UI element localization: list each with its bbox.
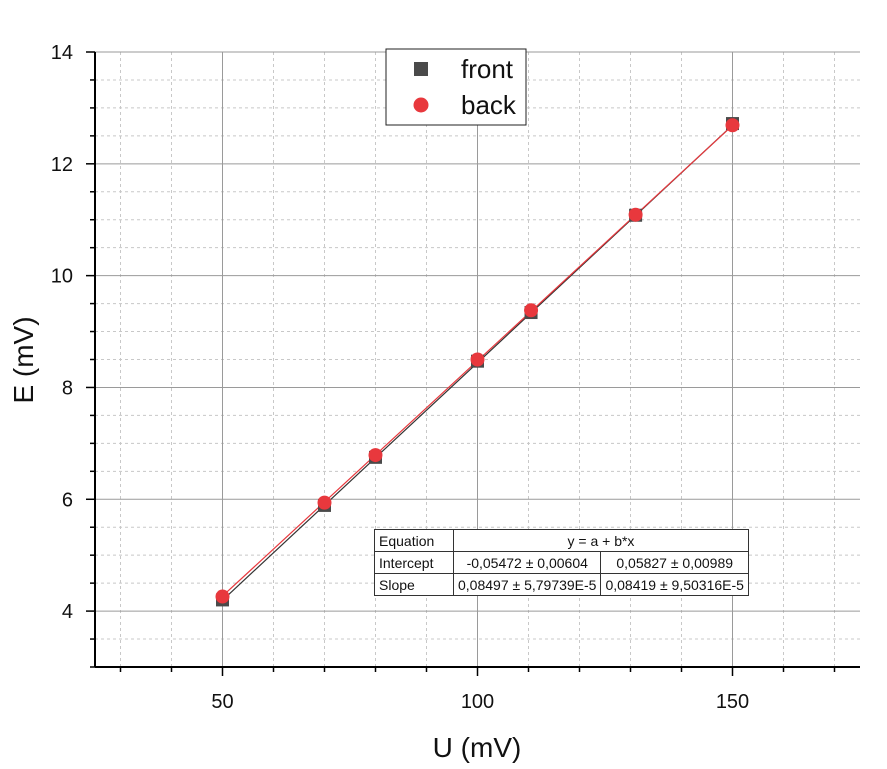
slope-label: Slope xyxy=(374,573,454,596)
data-points xyxy=(215,117,740,607)
data-point-back xyxy=(215,589,230,604)
slope-front-value: 0,08497 ± 5,79739E-5 xyxy=(452,573,602,596)
y-tick-label: 8 xyxy=(62,377,73,399)
data-point-back xyxy=(317,495,332,510)
y-tick-label: 6 xyxy=(62,489,73,511)
data-point-back xyxy=(628,207,643,222)
y-tick-label: 14 xyxy=(51,42,73,64)
y-tick-label: 10 xyxy=(51,266,73,288)
slope-back-value: 0,08419 ± 9,50316E-5 xyxy=(600,573,749,596)
legend-front-marker xyxy=(414,62,428,76)
table-row: Slope 0,08497 ± 5,79739E-5 0,08419 ± 9,5… xyxy=(374,573,749,596)
tick-labels: 50 100 150 4 6 8 10 12 14 xyxy=(51,42,749,713)
legend-box xyxy=(385,48,527,126)
y-tick-label: 4 xyxy=(62,601,73,623)
legend-front-label: front xyxy=(461,54,514,84)
fit-results-table: Equation y = a + b*x Intercept -0,05472 … xyxy=(374,529,749,596)
table-row: Equation y = a + b*x xyxy=(374,529,749,552)
data-point-back xyxy=(524,303,539,318)
y-axis-title: E (mV) xyxy=(8,316,39,403)
x-tick-label: 100 xyxy=(461,691,494,713)
intercept-back-value: 0,05827 ± 0,00989 xyxy=(600,551,749,574)
data-point-back xyxy=(368,448,383,463)
table-row: Intercept -0,05472 ± 0,00604 0,05827 ± 0… xyxy=(374,551,749,574)
equation-value: y = a + b*x xyxy=(453,529,749,552)
data-point-back xyxy=(470,352,485,367)
axes xyxy=(86,51,860,676)
legend-back-marker xyxy=(413,97,429,113)
intercept-front-value: -0,05472 ± 0,00604 xyxy=(452,551,602,574)
intercept-label: Intercept xyxy=(374,551,454,574)
legend: front back xyxy=(385,48,527,126)
equation-label: Equation xyxy=(374,529,454,552)
x-axis-title: U (mV) xyxy=(433,732,522,763)
x-tick-label: 150 xyxy=(716,691,749,713)
legend-back-label: back xyxy=(461,90,517,120)
x-tick-label: 50 xyxy=(211,691,233,713)
data-point-back xyxy=(725,118,740,133)
y-tick-label: 12 xyxy=(51,154,73,176)
